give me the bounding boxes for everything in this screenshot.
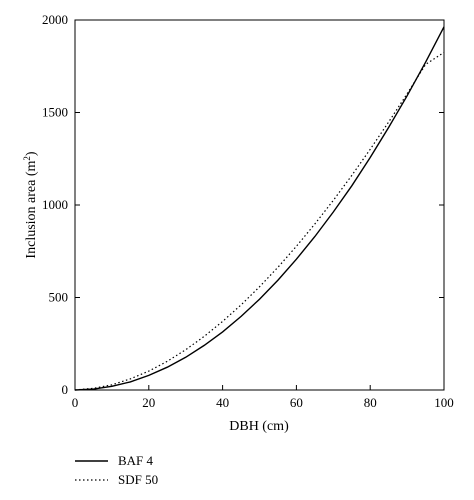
y-tick-label: 500 (49, 290, 69, 305)
y-axis-label-superscript: 2 (22, 156, 32, 161)
y-axis-label-suffix: ) (24, 151, 39, 156)
x-axis-label: DBH (cm) (229, 419, 289, 434)
legend-label: BAF 4 (118, 453, 154, 468)
chart-legend: BAF 4 SDF 50 (75, 453, 158, 487)
series-lines (74, 26, 445, 391)
y-tick-label: 0 (62, 382, 69, 397)
y-axis-label-text: Inclusion area (m (24, 161, 39, 259)
legend-label: SDF 50 (118, 472, 158, 487)
x-tick-label: 100 (434, 395, 454, 410)
series-line-baf-4 (74, 26, 445, 391)
y-axis-label: Inclusion area (m2) (22, 151, 39, 258)
y-axis-ticks: 0 500 1000 1500 2000 (42, 12, 444, 397)
x-tick-label: 40 (216, 395, 229, 410)
series-line-sdf-50 (74, 51, 445, 391)
x-tick-label: 0 (72, 395, 79, 410)
y-tick-label: 1000 (42, 197, 68, 212)
x-tick-label: 20 (142, 395, 155, 410)
x-tick-label: 80 (364, 395, 377, 410)
x-axis-ticks: 0 20 40 60 80 100 (72, 385, 454, 410)
y-tick-label: 2000 (42, 12, 68, 27)
x-tick-label: 60 (290, 395, 303, 410)
plot-frame (74, 19, 445, 391)
y-tick-label: 1500 (42, 105, 68, 120)
